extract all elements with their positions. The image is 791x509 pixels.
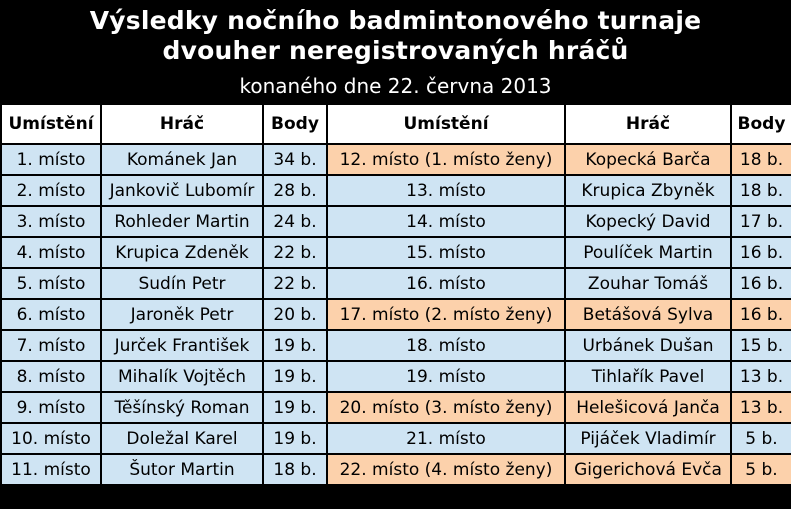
cell-placement-left: 10. místo xyxy=(0,422,102,455)
cell-placement-right: 15. místo xyxy=(326,236,566,269)
cell-placement-right: 20. místo (3. místo ženy) xyxy=(326,391,566,424)
cell-points-right: 5 b. xyxy=(730,422,791,455)
cell-placement-left: 5. místo xyxy=(0,267,102,300)
cell-player-left: Sudín Petr xyxy=(100,267,264,300)
cell-placement-left: 2. místo xyxy=(0,174,102,207)
table-row: 11. místo Šutor Martin 18 b. 22. místo (4. … xyxy=(0,453,791,486)
cell-placement-left: 8. místo xyxy=(0,360,102,393)
cell-points-left: 19 b. xyxy=(262,422,328,455)
cell-placement-right: 19. místo xyxy=(326,360,566,393)
cell-placement-right: 17. místo (2. místo ženy) xyxy=(326,298,566,331)
cell-points-right: 15 b. xyxy=(730,329,791,362)
cell-placement-right: 12. místo (1. místo ženy) xyxy=(326,143,566,176)
cell-points-left: 19 b. xyxy=(262,391,328,424)
title-line-1: Výsledky nočního badmintonového turnaje xyxy=(89,6,702,35)
cell-points-left: 28 b. xyxy=(262,174,328,207)
cell-placement-right: 16. místo xyxy=(326,267,566,300)
cell-points-right: 16 b. xyxy=(730,267,791,300)
cell-points-right: 13 b. xyxy=(730,391,791,424)
cell-points-left: 19 b. xyxy=(262,329,328,362)
cell-points-right: 5 b. xyxy=(730,453,791,486)
header-placement-right: Umístění xyxy=(326,103,566,145)
cell-player-right: Kopecká Barča xyxy=(564,143,732,176)
cell-player-left: Šutor Martin xyxy=(100,453,264,486)
cell-player-right: Urbánek Dušan xyxy=(564,329,732,362)
cell-player-left: Jaroněk Petr xyxy=(100,298,264,331)
cell-player-right: Gigerichová Evča xyxy=(564,453,732,486)
cell-placement-left: 6. místo xyxy=(0,298,102,331)
cell-player-right: Krupica Zbyněk xyxy=(564,174,732,207)
table-row: 3. místo Rohleder Martin 24 b. 14. místo Kop… xyxy=(0,205,791,238)
cell-placement-left: 4. místo xyxy=(0,236,102,269)
cell-points-left: 24 b. xyxy=(262,205,328,238)
cell-player-left: Jurček František xyxy=(100,329,264,362)
cell-points-left: 18 b. xyxy=(262,453,328,486)
cell-player-left: Rohleder Martin xyxy=(100,205,264,238)
cell-points-left: 20 b. xyxy=(262,298,328,331)
table-row: 1. místo Kománek Jan 34 b. 12. místo (1. mí… xyxy=(0,143,791,176)
table-row: 8. místo Mihalík Vojtěch 19 b. 19. místo Tih… xyxy=(0,360,791,393)
cell-player-left: Mihalík Vojtěch xyxy=(100,360,264,393)
cell-player-right: Zouhar Tomáš xyxy=(564,267,732,300)
cell-placement-left: 11. místo xyxy=(0,453,102,486)
cell-placement-right: 22. místo (4. místo ženy) xyxy=(326,453,566,486)
header-player-right: Hráč xyxy=(564,103,732,145)
cell-placement-left: 1. místo xyxy=(0,143,102,176)
cell-placement-right: 21. místo xyxy=(326,422,566,455)
header: Výsledky nočního badmintonového turnaje … xyxy=(0,0,791,103)
cell-player-right: Betášová Sylva xyxy=(564,298,732,331)
page-title: Výsledky nočního badmintonového turnaje … xyxy=(0,0,791,66)
cell-player-left: Krupica Zdeněk xyxy=(100,236,264,269)
cell-points-left: 34 b. xyxy=(262,143,328,176)
cell-player-right: Pijáček Vladimír xyxy=(564,422,732,455)
cell-player-right: Tihlařík Pavel xyxy=(564,360,732,393)
cell-placement-right: 13. místo xyxy=(326,174,566,207)
table-row: 4. místo Krupica Zdeněk 22 b. 15. místo Poul… xyxy=(0,236,791,269)
header-points-left: Body xyxy=(262,103,328,145)
header-placement-left: Umístění xyxy=(0,103,102,145)
cell-player-right: Kopecký David xyxy=(564,205,732,238)
cell-player-left: Těšínský Roman xyxy=(100,391,264,424)
cell-points-right: 18 b. xyxy=(730,174,791,207)
cell-points-left: 22 b. xyxy=(262,267,328,300)
cell-points-right: 16 b. xyxy=(730,298,791,331)
header-player-left: Hráč xyxy=(100,103,264,145)
table-row: 10. místo Doležal Karel 19 b. 21. místo Pijá… xyxy=(0,422,791,455)
table-row: 2. místo Jankovič Lubomír 28 b. 13. místo Kr… xyxy=(0,174,791,207)
header-points-right: Body xyxy=(730,103,791,145)
table-row: 9. místo Těšínský Roman 19 b. 20. místo (3.… xyxy=(0,391,791,424)
cell-points-left: 19 b. xyxy=(262,360,328,393)
cell-points-right: 17 b. xyxy=(730,205,791,238)
table-header-row: Umístění Hráč Body Umístění Hráč Body xyxy=(0,103,791,145)
cell-points-left: 22 b. xyxy=(262,236,328,269)
cell-player-right: Poulíček Martin xyxy=(564,236,732,269)
cell-points-right: 18 b. xyxy=(730,143,791,176)
table-row: 7. místo Jurček František 19 b. 18. místo Ur… xyxy=(0,329,791,362)
cell-placement-left: 9. místo xyxy=(0,391,102,424)
cell-player-left: Doležal Karel xyxy=(100,422,264,455)
page-subtitle: konaného dne 22. června 2013 xyxy=(239,74,552,98)
cell-placement-left: 7. místo xyxy=(0,329,102,362)
table-row: 5. místo Sudín Petr 22 b. 16. místo Zouhar T… xyxy=(0,267,791,300)
cell-placement-right: 18. místo xyxy=(326,329,566,362)
cell-player-right: Helešicová Janča xyxy=(564,391,732,424)
cell-player-left: Kománek Jan xyxy=(100,143,264,176)
cell-points-right: 16 b. xyxy=(730,236,791,269)
title-line-2: dvouher neregistrovaných hráčů xyxy=(162,36,629,65)
cell-points-right: 13 b. xyxy=(730,360,791,393)
cell-placement-right: 14. místo xyxy=(326,205,566,238)
cell-placement-left: 3. místo xyxy=(0,205,102,238)
table-row: 6. místo Jaroněk Petr 20 b. 17. místo (2. m… xyxy=(0,298,791,331)
results-table: Umístění Hráč Body Umístění Hráč Body 1.… xyxy=(0,103,791,486)
cell-player-left: Jankovič Lubomír xyxy=(100,174,264,207)
